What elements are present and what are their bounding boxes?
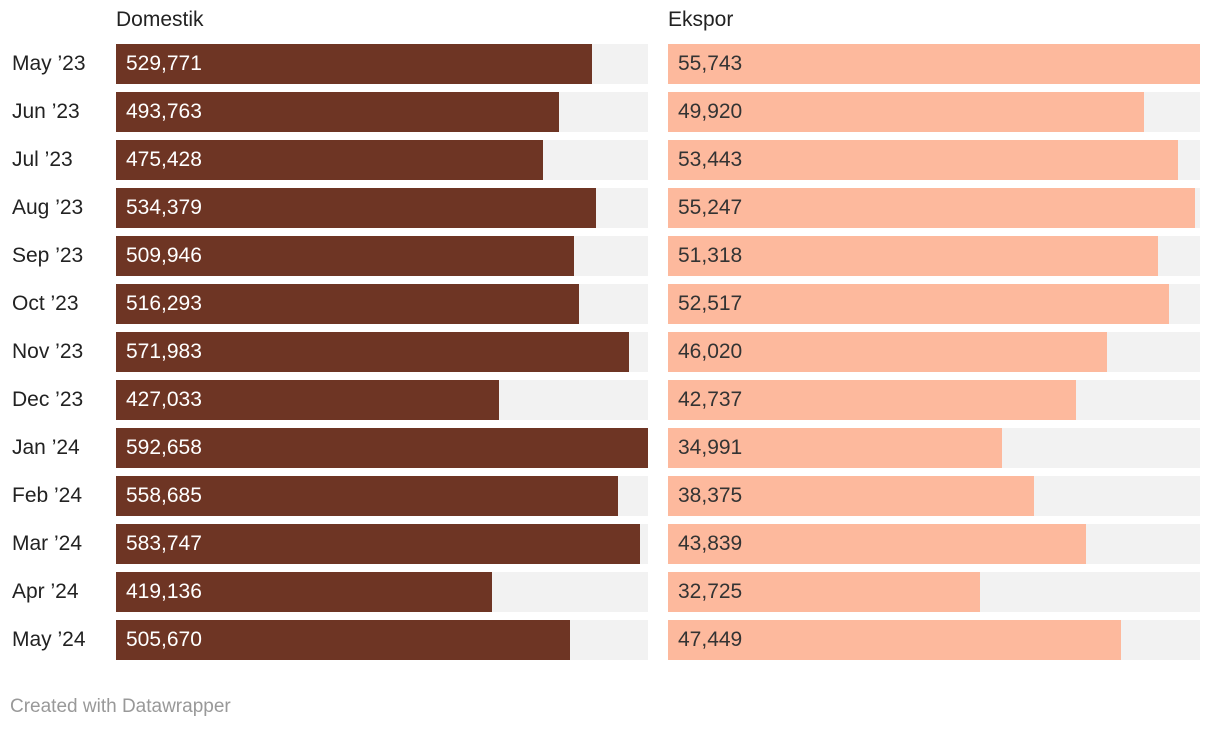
bar-track: 52,517 bbox=[668, 284, 1200, 324]
bar bbox=[116, 476, 618, 516]
bar-value-label: 49,920 bbox=[678, 100, 743, 123]
bar-value-label: 47,449 bbox=[678, 628, 743, 651]
bar-track: 55,247 bbox=[668, 188, 1200, 228]
row-label: May ’24 bbox=[12, 628, 86, 651]
bar bbox=[668, 572, 980, 612]
bar bbox=[668, 620, 1121, 660]
bar-value-label: 592,658 bbox=[126, 436, 202, 459]
bar-value-label: 475,428 bbox=[126, 148, 202, 171]
bar bbox=[668, 188, 1195, 228]
bar-track: 49,920 bbox=[668, 92, 1200, 132]
bar-track: 529,771 bbox=[116, 44, 648, 84]
bar bbox=[668, 92, 1144, 132]
bar-track: 516,293 bbox=[116, 284, 648, 324]
bar-track: 558,685 bbox=[116, 476, 648, 516]
bar-value-label: 493,763 bbox=[126, 100, 202, 123]
bar bbox=[116, 332, 629, 372]
bar bbox=[116, 572, 492, 612]
bar-track: 571,983 bbox=[116, 332, 648, 372]
bar bbox=[668, 44, 1200, 84]
bar bbox=[668, 140, 1178, 180]
bar-track: 493,763 bbox=[116, 92, 648, 132]
bar-value-label: 583,747 bbox=[126, 532, 202, 555]
bar-value-label: 427,033 bbox=[126, 388, 202, 411]
bar bbox=[668, 236, 1158, 276]
row-label: Jan ’24 bbox=[12, 436, 80, 459]
bar bbox=[668, 284, 1169, 324]
bar-value-label: 516,293 bbox=[126, 292, 202, 315]
bar bbox=[668, 380, 1076, 420]
bar-track: 43,839 bbox=[668, 524, 1200, 564]
bar bbox=[116, 380, 499, 420]
bar bbox=[668, 524, 1086, 564]
bar bbox=[116, 524, 640, 564]
bar-value-label: 51,318 bbox=[678, 244, 743, 267]
bar-track: 46,020 bbox=[668, 332, 1200, 372]
bar-track: 53,443 bbox=[668, 140, 1200, 180]
row-label: Jul ’23 bbox=[12, 148, 73, 171]
bar-value-label: 55,247 bbox=[678, 196, 743, 219]
bar-track: 475,428 bbox=[116, 140, 648, 180]
bar-track: 38,375 bbox=[668, 476, 1200, 516]
credit-text: Created with Datawrapper bbox=[10, 696, 231, 717]
bar-value-label: 509,946 bbox=[126, 244, 202, 267]
series-header: Domestik bbox=[116, 8, 204, 31]
bar-track: 55,743 bbox=[668, 44, 1200, 84]
bar-track: 427,033 bbox=[116, 380, 648, 420]
bar-value-label: 55,743 bbox=[678, 52, 743, 75]
bar-track: 32,725 bbox=[668, 572, 1200, 612]
bar bbox=[668, 428, 1002, 468]
bar bbox=[116, 620, 570, 660]
bar bbox=[116, 428, 648, 468]
series-header: Ekspor bbox=[668, 8, 734, 31]
bar-value-label: 46,020 bbox=[678, 340, 743, 363]
bar-value-label: 42,737 bbox=[678, 388, 743, 411]
bar-track: 505,670 bbox=[116, 620, 648, 660]
bar-track: 583,747 bbox=[116, 524, 648, 564]
row-label: Mar ’24 bbox=[12, 532, 83, 555]
bar-track: 419,136 bbox=[116, 572, 648, 612]
bar-value-label: 534,379 bbox=[126, 196, 202, 219]
bar-value-label: 38,375 bbox=[678, 484, 743, 507]
bar bbox=[116, 236, 574, 276]
bar-value-label: 571,983 bbox=[126, 340, 202, 363]
bar bbox=[116, 92, 559, 132]
bar-value-label: 52,517 bbox=[678, 292, 743, 315]
bar-value-label: 34,991 bbox=[678, 436, 743, 459]
row-label: Sep ’23 bbox=[12, 244, 84, 267]
bar-value-label: 529,771 bbox=[126, 52, 202, 75]
bar bbox=[116, 188, 596, 228]
row-label: Feb ’24 bbox=[12, 484, 83, 507]
row-label: Dec ’23 bbox=[12, 388, 84, 411]
bar bbox=[116, 284, 579, 324]
bar bbox=[668, 332, 1107, 372]
row-label: May ’23 bbox=[12, 52, 86, 75]
bar-track: 592,658 bbox=[116, 428, 648, 468]
bar-value-label: 53,443 bbox=[678, 148, 743, 171]
bar-value-label: 32,725 bbox=[678, 580, 743, 603]
bar-value-label: 505,670 bbox=[126, 628, 202, 651]
bar bbox=[668, 476, 1034, 516]
bar bbox=[116, 140, 543, 180]
bar-value-label: 558,685 bbox=[126, 484, 202, 507]
row-label: Jun ’23 bbox=[12, 100, 80, 123]
bar-track: 51,318 bbox=[668, 236, 1200, 276]
bar-track: 534,379 bbox=[116, 188, 648, 228]
bar-value-label: 419,136 bbox=[126, 580, 202, 603]
bar-value-label: 43,839 bbox=[678, 532, 743, 555]
row-label: Aug ’23 bbox=[12, 196, 84, 219]
bar-track: 509,946 bbox=[116, 236, 648, 276]
row-label: Apr ’24 bbox=[12, 580, 79, 603]
bar-track: 47,449 bbox=[668, 620, 1200, 660]
row-label: Oct ’23 bbox=[12, 292, 79, 315]
bar-track: 42,737 bbox=[668, 380, 1200, 420]
bar-track: 34,991 bbox=[668, 428, 1200, 468]
bar bbox=[116, 44, 592, 84]
row-label: Nov ’23 bbox=[12, 340, 84, 363]
